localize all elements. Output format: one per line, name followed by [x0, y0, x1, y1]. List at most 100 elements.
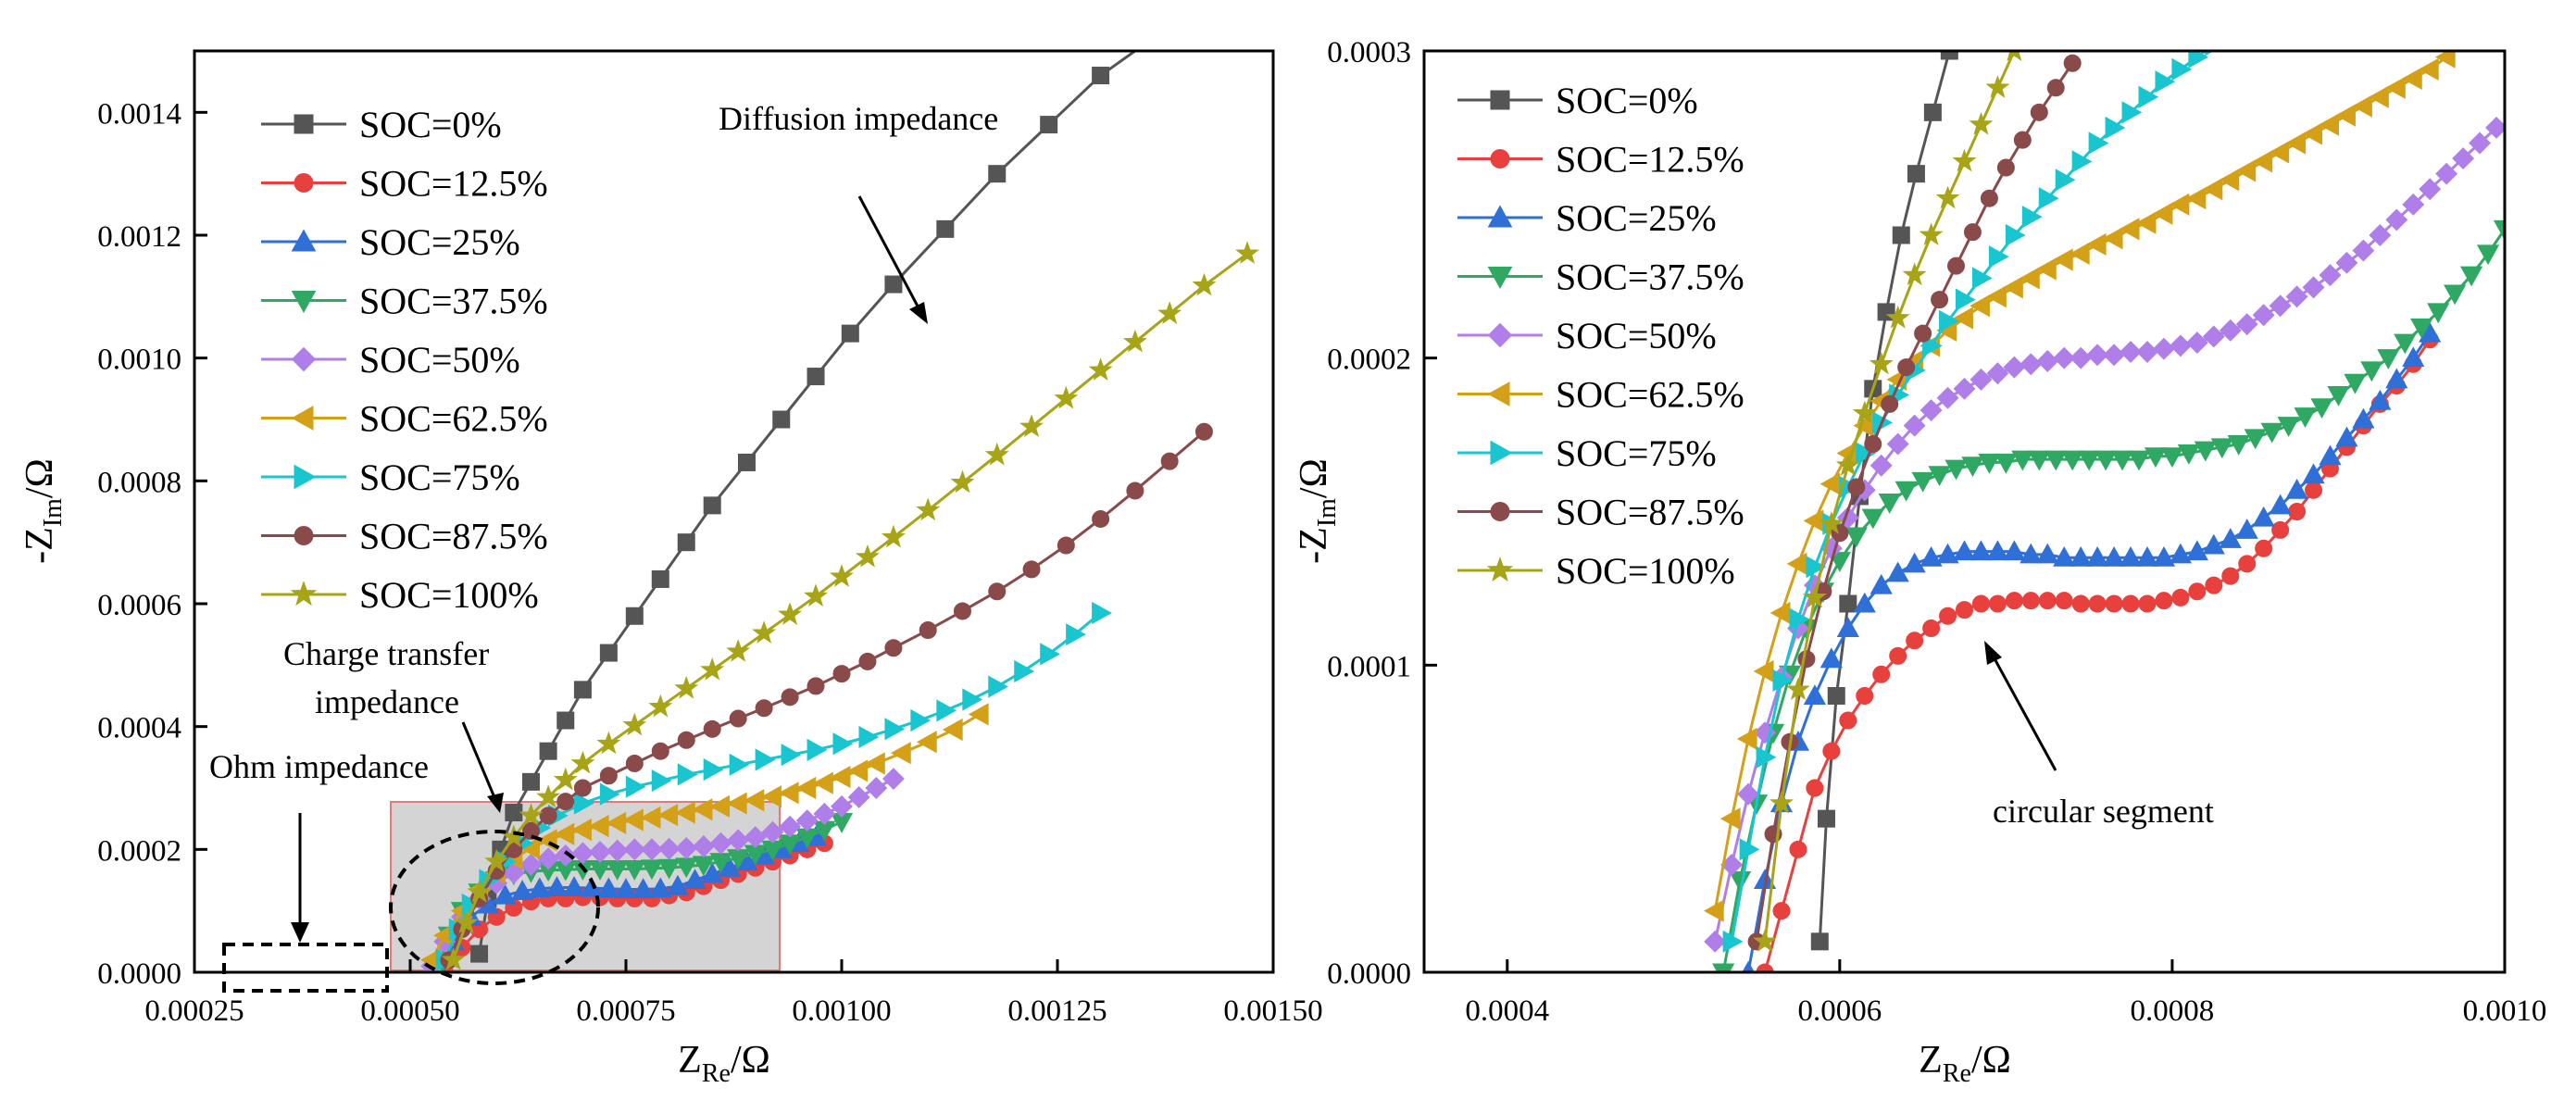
legend-label: SOC=100% — [1556, 550, 1735, 592]
data-point — [1886, 432, 1909, 456]
data-point — [2169, 334, 2192, 357]
x-tick-label: 0.00125 — [1007, 994, 1107, 1028]
y-tick-label: 0.0000 — [1327, 957, 1411, 991]
left-x-axis-title: ZRe/Ω — [678, 1039, 770, 1088]
data-point — [580, 876, 603, 897]
data-point — [2038, 187, 2059, 210]
data-point — [2110, 450, 2134, 471]
data-point — [554, 822, 575, 845]
data-point — [781, 744, 802, 767]
series-clip-group — [420, 31, 1260, 972]
data-point — [988, 582, 1007, 601]
data-point — [622, 712, 647, 736]
data-point — [2135, 545, 2159, 567]
legend-marker — [1487, 267, 1513, 290]
data-point — [599, 644, 618, 662]
data-point — [1952, 148, 1977, 172]
legend-label: SOC=100% — [359, 574, 539, 616]
data-point — [597, 877, 620, 898]
data-point — [1971, 594, 1990, 613]
data-point — [881, 524, 906, 548]
charge-transfer-arrowhead — [487, 793, 504, 813]
data-point — [1907, 165, 1925, 183]
data-point — [2078, 450, 2101, 471]
data-point — [916, 497, 941, 521]
data-point — [807, 677, 825, 695]
data-point — [847, 785, 870, 808]
data-point — [2235, 159, 2257, 182]
data-point — [528, 877, 551, 898]
legend-label: SOC=50% — [1556, 315, 1717, 356]
data-point — [539, 742, 557, 760]
legend-entry: SOC=37.5% — [261, 281, 548, 322]
data-point — [519, 853, 543, 876]
data-point — [651, 769, 672, 793]
diffusion-arrow — [857, 195, 924, 316]
legend-entry: SOC=0% — [1457, 80, 1698, 121]
data-point — [1144, 31, 1161, 47]
data-point — [2319, 113, 2339, 136]
data-point — [2071, 150, 2093, 173]
data-point — [761, 785, 782, 808]
data-point — [1996, 158, 2015, 177]
data-point — [2070, 545, 2093, 567]
data-point — [1939, 607, 1957, 625]
data-point — [2202, 533, 2225, 555]
data-point — [2036, 543, 2059, 564]
data-point — [1126, 481, 1144, 500]
data-point — [858, 652, 877, 670]
right-plot-frame — [1422, 49, 2507, 974]
left-annotation-overlay: Diffusion impedance Charge transfer impe… — [209, 100, 998, 993]
data-point — [596, 731, 621, 755]
series-line — [1746, 332, 2432, 972]
data-point — [2352, 239, 2375, 262]
data-point — [2252, 304, 2275, 327]
y-tick-label: 0.0002 — [1327, 344, 1411, 377]
data-point — [573, 779, 592, 797]
diffusion-impedance-label: Diffusion impedance — [719, 100, 998, 137]
data-point — [1985, 75, 2010, 98]
legend-marker — [294, 173, 314, 193]
data-point — [2427, 303, 2450, 324]
data-point — [1897, 358, 1916, 377]
data-point — [1953, 540, 1976, 561]
data-point — [2177, 444, 2200, 465]
charge-transfer-ellipse — [389, 830, 600, 985]
data-point — [2335, 426, 2358, 447]
right-y-axis-title: -ZIm/Ω — [1293, 458, 1342, 564]
data-point — [936, 219, 955, 238]
series-clip-group — [1703, 51, 2505, 972]
data-point — [2005, 223, 2026, 247]
data-point — [1945, 459, 1968, 481]
data-point — [623, 808, 644, 832]
data-point — [2070, 346, 2093, 369]
y-tick-label: 0.0004 — [97, 712, 181, 745]
x-tick-label: 0.00075 — [576, 994, 675, 1028]
data-point — [2202, 178, 2223, 201]
data-point — [556, 711, 575, 730]
data-point — [2435, 162, 2458, 185]
data-point — [2360, 361, 2383, 382]
data-point — [2255, 539, 2273, 557]
data-point — [1810, 932, 1829, 951]
data-point — [2144, 447, 2168, 469]
data-point — [1919, 399, 1943, 422]
y-tick-label: 0.0002 — [97, 834, 181, 868]
data-point — [2155, 592, 2173, 610]
legend-label: SOC=25% — [1556, 197, 1717, 239]
series-SOC=100% — [1753, 51, 2022, 952]
data-point — [761, 820, 784, 844]
legend-entry: SOC=12.5% — [1457, 139, 1744, 181]
data-point — [1192, 272, 1217, 296]
charge-transfer-arrow — [461, 721, 498, 803]
data-point — [2410, 319, 2433, 339]
data-point — [2269, 494, 2292, 515]
legend-label: SOC=87.5% — [359, 516, 548, 557]
data-point — [2169, 543, 2192, 564]
y-tick-label: 0.0010 — [97, 344, 181, 377]
data-point — [936, 699, 957, 722]
data-point — [703, 496, 721, 515]
data-point — [1869, 454, 1893, 477]
data-point — [1953, 377, 1976, 400]
data-point — [795, 776, 817, 800]
